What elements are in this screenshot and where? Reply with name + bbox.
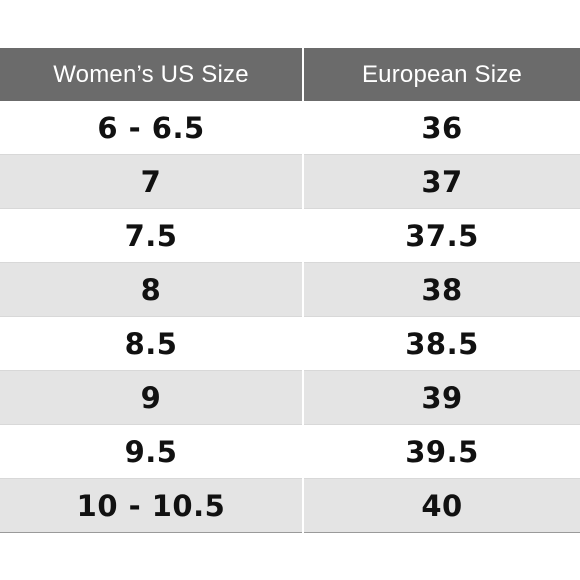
us-size-cell: 8 <box>0 262 304 317</box>
us-size-cell: 8.5 <box>0 316 304 371</box>
table-row: 9 39 <box>0 370 580 425</box>
us-size-cell: 7.5 <box>0 208 304 263</box>
european-size-cell: 36 <box>303 101 580 155</box>
size-conversion-table: Women’s US Size European Size 6 - 6.5 36… <box>0 48 580 533</box>
table-row: 9.5 39.5 <box>0 424 580 479</box>
header-us-size: Women’s US Size <box>0 48 304 101</box>
european-size-cell: 38 <box>303 262 580 317</box>
european-size-cell: 39.5 <box>303 424 580 479</box>
table-row: 6 - 6.5 36 <box>0 101 580 155</box>
european-size-cell: 37.5 <box>303 208 580 263</box>
european-size-cell: 38.5 <box>303 316 580 371</box>
header-european-size: European Size <box>303 48 580 101</box>
table-row: 8 38 <box>0 262 580 317</box>
us-size-cell: 10 - 10.5 <box>0 478 304 533</box>
table-row: 10 - 10.5 40 <box>0 478 580 533</box>
table-row: 8.5 38.5 <box>0 316 580 371</box>
table-header: Women’s US Size European Size <box>0 48 580 101</box>
european-size-cell: 40 <box>303 478 580 533</box>
table-body: 6 - 6.5 36 7 37 7.5 37.5 8 38 8.5 38.5 9… <box>0 101 580 533</box>
us-size-cell: 7 <box>0 154 304 209</box>
us-size-cell: 6 - 6.5 <box>0 101 304 155</box>
us-size-cell: 9.5 <box>0 424 304 479</box>
table-row: 7.5 37.5 <box>0 208 580 263</box>
header-row: Women’s US Size European Size <box>0 48 580 101</box>
table-row: 7 37 <box>0 154 580 209</box>
european-size-cell: 37 <box>303 154 580 209</box>
european-size-cell: 39 <box>303 370 580 425</box>
us-size-cell: 9 <box>0 370 304 425</box>
